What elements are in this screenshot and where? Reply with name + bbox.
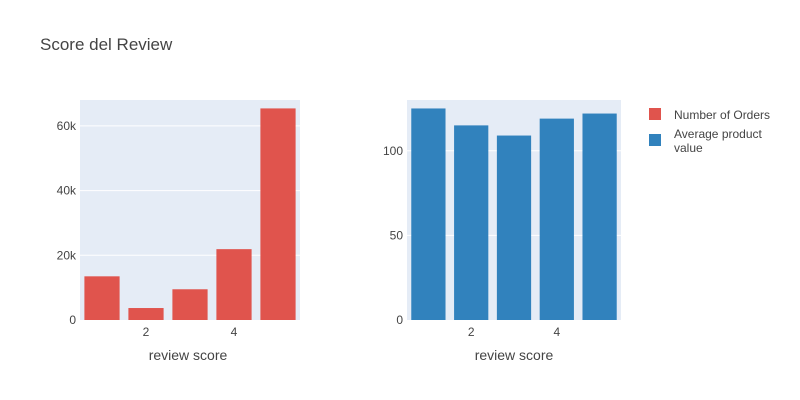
bar[interactable]: [84, 276, 120, 320]
bar[interactable]: [454, 125, 489, 320]
left-y-ticks: 0 20k 40k 60k: [57, 119, 77, 327]
legend-item-average-value[interactable]: Average product value: [649, 127, 763, 155]
bar[interactable]: [216, 249, 252, 320]
chart-title: Score del Review: [40, 35, 173, 54]
legend-swatch-average-value: [649, 134, 661, 146]
legend-label-average-value: Average product value: [674, 127, 763, 155]
right-bars: [411, 108, 617, 321]
x-tick-label: 4: [553, 325, 560, 339]
legend-label-orders: Number of Orders: [674, 108, 770, 122]
y-tick-label: 100: [383, 144, 403, 158]
y-tick-label: 0: [396, 313, 403, 327]
right-x-axis-title: review score: [475, 347, 554, 363]
bar[interactable]: [539, 118, 574, 320]
x-tick-label: 4: [231, 325, 238, 339]
legend-swatch-orders: [649, 108, 661, 120]
bar[interactable]: [172, 289, 208, 320]
left-x-axis-title: review score: [149, 347, 228, 363]
y-tick-label: 60k: [57, 119, 77, 133]
bar[interactable]: [411, 108, 446, 320]
legend[interactable]: Number of Orders Average product value: [649, 108, 770, 155]
right-y-ticks: 0 50 100: [383, 144, 403, 327]
y-tick-label: 40k: [57, 184, 77, 198]
legend-item-orders[interactable]: Number of Orders: [649, 108, 770, 122]
left-bars: [84, 108, 296, 320]
y-tick-label: 20k: [57, 248, 77, 262]
y-tick-label: 0: [69, 313, 76, 327]
bar[interactable]: [128, 308, 164, 320]
bar[interactable]: [496, 135, 532, 320]
bar[interactable]: [582, 113, 617, 321]
x-tick-label: 2: [143, 325, 150, 339]
x-tick-label: 2: [468, 325, 475, 339]
y-tick-label: 50: [390, 228, 404, 242]
bar[interactable]: [260, 108, 296, 320]
